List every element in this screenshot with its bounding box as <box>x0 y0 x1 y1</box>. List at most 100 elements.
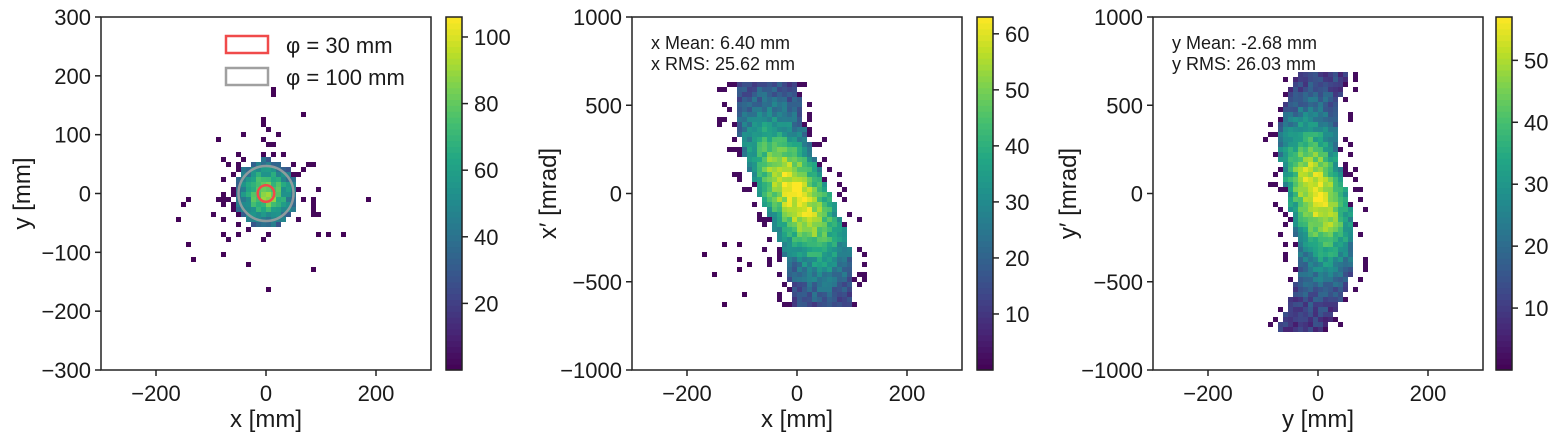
colorbar-segment <box>446 287 462 295</box>
heatmap-cell <box>1323 102 1328 107</box>
heatmap-cell <box>311 197 316 202</box>
heatmap-cell <box>261 192 266 197</box>
heatmap-cell <box>802 167 807 172</box>
colorbar-segment <box>1496 258 1512 265</box>
heatmap-cell <box>812 262 817 267</box>
heatmap-cell <box>226 237 231 242</box>
heatmap-cell <box>832 222 837 227</box>
heatmap-cell <box>752 117 757 122</box>
heatmap-cell <box>847 287 852 292</box>
heatmap-cell <box>752 122 757 127</box>
heatmap-cell <box>1323 262 1328 267</box>
heatmap-cell <box>777 252 782 257</box>
heatmap-cell <box>1313 212 1318 217</box>
heatmap-cell <box>1308 292 1313 297</box>
heatmap-cell <box>802 242 807 247</box>
heatmap-cell <box>787 162 792 167</box>
colorbar-tick-label: 50 <box>1524 48 1548 73</box>
heatmap-cell <box>752 177 757 182</box>
heatmap-cell <box>1328 152 1333 157</box>
heatmap-cell <box>1283 252 1288 257</box>
colorbar-segment <box>977 252 993 259</box>
heatmap-cell <box>1288 112 1293 117</box>
heatmap-cell <box>782 162 787 167</box>
heatmap-cell <box>797 82 802 87</box>
heatmap-cell <box>231 192 236 197</box>
heatmap-cell <box>747 157 752 162</box>
heatmap-cell <box>777 297 782 302</box>
heatmap-cell <box>777 247 782 252</box>
heatmap-cell <box>1323 147 1328 152</box>
heatmap-cell <box>1313 122 1318 127</box>
heatmap-cell <box>1313 147 1318 152</box>
colorbar-segment <box>446 22 462 30</box>
heatmap-cell <box>817 202 822 207</box>
heatmap-cell <box>1313 207 1318 212</box>
heatmap-cell <box>1328 107 1333 112</box>
heatmap-cell <box>1333 92 1338 97</box>
heatmap-cell <box>762 117 767 122</box>
heatmap-cell <box>742 142 747 147</box>
heatmap-cell <box>1328 287 1333 292</box>
heatmap-cell <box>1333 187 1338 192</box>
x-tick-label: 0 <box>791 381 803 406</box>
heatmap-cell <box>1353 177 1358 182</box>
heatmap-cell <box>1293 157 1298 162</box>
heatmap-cell <box>1343 192 1348 197</box>
heatmap-cell <box>1293 127 1298 132</box>
heatmap-cell <box>1323 197 1328 202</box>
heatmap-cell <box>837 217 842 222</box>
heatmap-cell <box>286 172 291 177</box>
y-tick-label: 1000 <box>1094 5 1143 30</box>
colorbar-segment <box>446 234 462 242</box>
heatmap-cell <box>1343 227 1348 232</box>
heatmap-cell <box>767 182 772 187</box>
heatmap-cell <box>266 157 271 162</box>
heatmap-cell <box>802 192 807 197</box>
heatmap-cell <box>812 172 817 177</box>
heatmap-cell <box>742 82 747 87</box>
heatmap-cell <box>812 142 817 147</box>
heatmap-cell <box>802 137 807 142</box>
heatmap-cell <box>817 267 822 272</box>
heatmap-cell <box>827 222 832 227</box>
heatmap-cell <box>1288 87 1293 92</box>
heatmap-cell <box>1323 222 1328 227</box>
heatmap-cell <box>1283 242 1288 247</box>
heatmap-cell <box>1348 252 1353 257</box>
heatmap-cell <box>1318 192 1323 197</box>
heatmap-cell <box>286 212 291 217</box>
heatmap-cell <box>787 142 792 147</box>
heatmap-cell <box>1318 257 1323 262</box>
heatmap-cell <box>792 192 797 197</box>
heatmap-cell <box>757 152 762 157</box>
heatmap-cell <box>221 197 226 202</box>
heatmap-cell <box>1328 252 1333 257</box>
heatmap-cell <box>1343 272 1348 277</box>
colorbar-segment <box>1496 305 1512 312</box>
heatmap-cell <box>1363 262 1368 267</box>
heatmap-cell <box>1328 317 1333 322</box>
heatmap-cell <box>782 172 787 177</box>
heatmap-cell <box>807 132 812 137</box>
heatmap-cell <box>1353 77 1358 82</box>
heatmap-cell <box>812 167 817 172</box>
heatmap-cell <box>1293 292 1298 297</box>
heatmap-cell <box>1303 182 1308 187</box>
heatmap-cell <box>1333 77 1338 82</box>
colorbar-segment <box>1496 275 1512 283</box>
colorbar-segment <box>446 246 462 253</box>
heatmap-cell <box>276 222 281 227</box>
heatmap-cell <box>802 182 807 187</box>
heatmap-cell <box>1288 142 1293 147</box>
heatmap-cell <box>787 257 792 262</box>
heatmap-cell <box>1298 172 1303 177</box>
colorbar-segment <box>446 28 462 36</box>
heatmap-cell <box>1308 92 1313 97</box>
heatmap-cell <box>742 107 747 112</box>
stat-annotation: y Mean: -2.68 mm <box>1172 33 1317 53</box>
heatmap-cell <box>1313 172 1318 177</box>
heatmap-cell <box>1293 107 1298 112</box>
heatmap-cell <box>251 207 256 212</box>
colorbar-segment <box>1496 28 1512 36</box>
